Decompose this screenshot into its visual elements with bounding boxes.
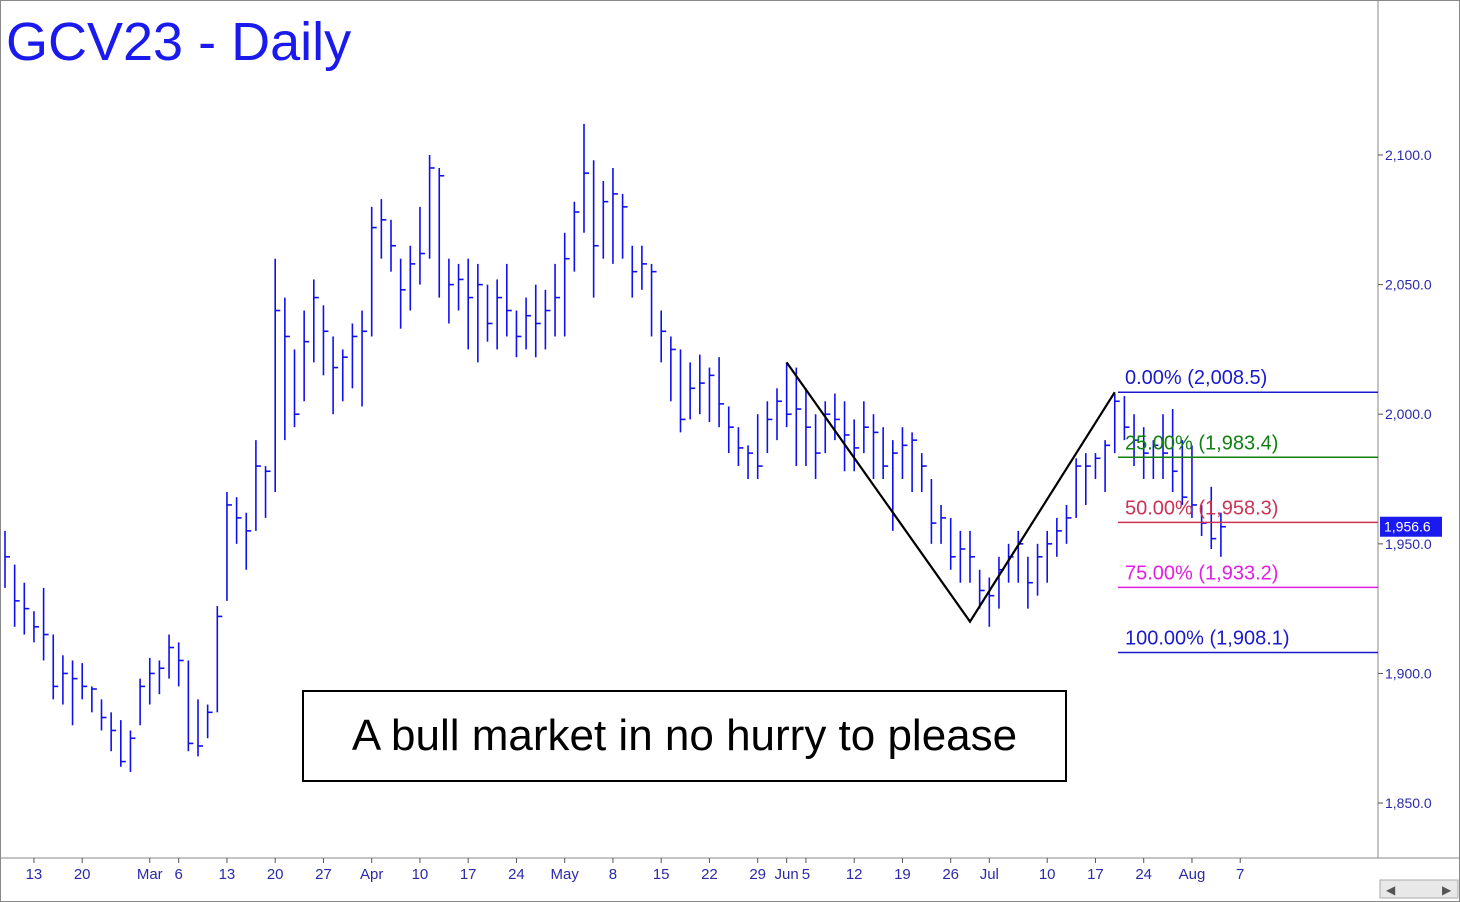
last-price-box: [1380, 516, 1442, 537]
x-tick-label: Jun: [775, 866, 799, 883]
x-tick-label: 10: [1039, 866, 1056, 883]
x-tick-label: 13: [26, 866, 43, 883]
x-tick-label: 5: [802, 866, 810, 883]
x-tick-label: 27: [315, 866, 332, 883]
x-tick-label: 24: [1135, 866, 1152, 883]
x-tick-label: 17: [1087, 866, 1104, 883]
x-tick-label: 10: [412, 866, 429, 883]
annotation: A bull market in no hurry to please: [302, 690, 1067, 782]
y-tick-label: 1,850.0: [1385, 795, 1432, 811]
scroll-right[interactable]: ▶: [1442, 883, 1452, 897]
x-tick-label: 22: [701, 866, 718, 883]
y-tick-label: 2,100.0: [1385, 147, 1432, 163]
fib-label: 75.00% (1,933.2): [1125, 562, 1278, 584]
scroll-left[interactable]: ◀: [1386, 883, 1396, 897]
abc-pattern: [785, 361, 1116, 624]
x-tick-label: Mar: [137, 866, 163, 883]
x-tick-label: 19: [894, 866, 911, 883]
x-tick-label: 8: [609, 866, 617, 883]
x-tick-label: 17: [460, 866, 477, 883]
x-tick-label: 12: [846, 866, 863, 883]
x-tick-label: 7: [1236, 866, 1244, 883]
x-tick-label: Aug: [1179, 866, 1206, 883]
x-tick-label: May: [551, 866, 580, 883]
fib-label: 0.00% (2,008.5): [1125, 367, 1267, 389]
x-tick-label: 13: [219, 866, 236, 883]
last-price-label: 1,956.6: [1384, 519, 1431, 535]
x-tick-label: 26: [942, 866, 959, 883]
y-tick-label: 1,950.0: [1385, 536, 1432, 552]
chart-title: GCV23 - Daily: [6, 12, 351, 72]
x-tick-label: 15: [653, 866, 670, 883]
x-tick-label: 20: [74, 866, 91, 883]
x-tick-label: Jul: [980, 866, 999, 883]
x-tick-label: 24: [508, 866, 525, 883]
fib-label: 100.00% (1,908.1): [1125, 627, 1290, 649]
y-tick-label: 2,050.0: [1385, 277, 1432, 293]
x-tick-label: 29: [749, 866, 766, 883]
x-tick-label: 6: [175, 866, 183, 883]
scrollbar[interactable]: [1379, 879, 1459, 899]
y-tick-label: 1,900.0: [1385, 665, 1432, 681]
x-tick-label: Apr: [360, 866, 383, 883]
y-tick-label: 2,000.0: [1385, 406, 1432, 422]
x-tick-label: 20: [267, 866, 284, 883]
fib-label: 50.00% (1,958.3): [1125, 497, 1278, 519]
fib-label: 25.00% (1,983.4): [1125, 432, 1278, 454]
